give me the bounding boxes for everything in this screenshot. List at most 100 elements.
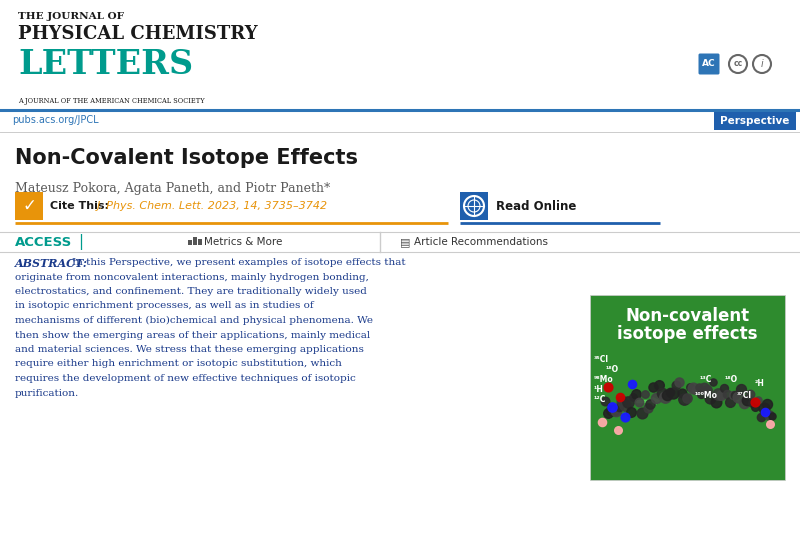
Point [602, 409, 614, 418]
Point [641, 404, 654, 413]
Point [607, 405, 620, 414]
Point [749, 397, 762, 406]
Point [646, 382, 659, 391]
Point [610, 407, 622, 416]
Point [658, 393, 671, 402]
Point [638, 390, 651, 399]
Point [766, 412, 778, 421]
Text: Non-covalent: Non-covalent [626, 307, 750, 325]
Point [718, 384, 730, 393]
Point [721, 389, 734, 398]
Text: then show the emerging areas of their applications, mainly medical: then show the emerging areas of their ap… [15, 330, 370, 339]
Point [709, 398, 722, 407]
FancyBboxPatch shape [15, 192, 43, 220]
FancyBboxPatch shape [714, 112, 796, 130]
Point [595, 417, 609, 426]
Point [655, 388, 668, 397]
Point [763, 419, 776, 428]
Text: ✓: ✓ [22, 197, 36, 215]
Point [746, 399, 758, 408]
Point [763, 410, 776, 419]
Point [712, 390, 725, 399]
Text: Cite This:: Cite This: [50, 201, 109, 211]
Bar [198, 239, 202, 245]
Point [740, 396, 753, 405]
Point [611, 425, 624, 434]
Point [613, 403, 626, 412]
FancyBboxPatch shape [590, 295, 785, 480]
Point [644, 399, 657, 408]
Text: Non-Covalent Isotope Effects: Non-Covalent Isotope Effects [15, 148, 358, 168]
Point [633, 398, 646, 407]
Point [743, 390, 756, 399]
Point [752, 395, 765, 404]
Text: ¹⁸O: ¹⁸O [606, 366, 619, 375]
Point [678, 394, 690, 403]
Text: ¹²C: ¹²C [594, 395, 606, 404]
Point [675, 389, 688, 398]
Point [602, 382, 614, 391]
Point [606, 402, 618, 411]
Point [614, 392, 626, 401]
Point [758, 407, 771, 416]
Text: THE JOURNAL OF: THE JOURNAL OF [18, 12, 124, 21]
Text: cc: cc [734, 59, 742, 68]
Point [624, 407, 637, 416]
Point [701, 385, 714, 394]
Point [698, 384, 710, 393]
Point [598, 397, 611, 406]
Point [618, 400, 631, 409]
Point [734, 385, 747, 394]
Point [714, 391, 727, 400]
Point [616, 396, 629, 405]
Text: Metrics & More: Metrics & More [204, 237, 282, 247]
Text: ¹⁰⁰Mo: ¹⁰⁰Mo [695, 390, 718, 399]
Text: AC: AC [702, 59, 716, 68]
Point [760, 399, 773, 408]
Text: mechanisms of different (bio)chemical and physical phenomena. We: mechanisms of different (bio)chemical an… [15, 316, 373, 325]
Point [690, 385, 702, 394]
Point [695, 390, 708, 399]
Point [635, 408, 648, 417]
Text: ▤: ▤ [400, 237, 410, 247]
Point [749, 403, 762, 412]
Text: LETTERS: LETTERS [18, 48, 193, 81]
Point [664, 388, 677, 396]
Bar [193, 237, 197, 245]
Text: J. Phys. Chem. Lett. 2023, 14, 3735–3742: J. Phys. Chem. Lett. 2023, 14, 3735–3742 [97, 201, 328, 211]
Point [686, 384, 699, 393]
Point [754, 412, 767, 421]
Point [626, 379, 638, 388]
Bar [188, 240, 191, 245]
Point [650, 394, 662, 403]
Point [681, 393, 694, 402]
Text: ⁹⁸Mo: ⁹⁸Mo [594, 376, 614, 385]
Point [666, 389, 679, 398]
Point [758, 403, 770, 412]
Point [692, 383, 705, 392]
Text: i: i [761, 59, 763, 69]
Point [653, 381, 666, 390]
Point [618, 412, 631, 421]
Text: PHYSICAL CHEMISTRY: PHYSICAL CHEMISTRY [18, 25, 258, 43]
Text: ³⁵Cl: ³⁵Cl [594, 356, 609, 365]
Text: ³⁷Cl: ³⁷Cl [737, 390, 752, 399]
Text: ¹H: ¹H [594, 385, 604, 394]
Text: and material sciences. We stress that these emerging applications: and material sciences. We stress that th… [15, 345, 364, 354]
Point [622, 397, 634, 406]
Point [661, 391, 674, 400]
Text: ABSTRACT:: ABSTRACT: [15, 258, 88, 269]
Text: ¹³C: ¹³C [700, 376, 712, 385]
Text: pubs.acs.org/JPCL: pubs.acs.org/JPCL [12, 115, 98, 125]
Point [627, 393, 640, 402]
Point [604, 406, 617, 415]
Point [683, 383, 696, 392]
Text: |: | [78, 234, 83, 250]
Text: in isotopic enrichment processes, as well as in studies of: in isotopic enrichment processes, as wel… [15, 301, 314, 310]
Point [703, 394, 716, 403]
Point [672, 377, 685, 386]
Point [630, 389, 642, 398]
Text: ACCESS: ACCESS [15, 236, 72, 249]
Text: isotope effects: isotope effects [618, 325, 758, 343]
Point [670, 381, 682, 390]
